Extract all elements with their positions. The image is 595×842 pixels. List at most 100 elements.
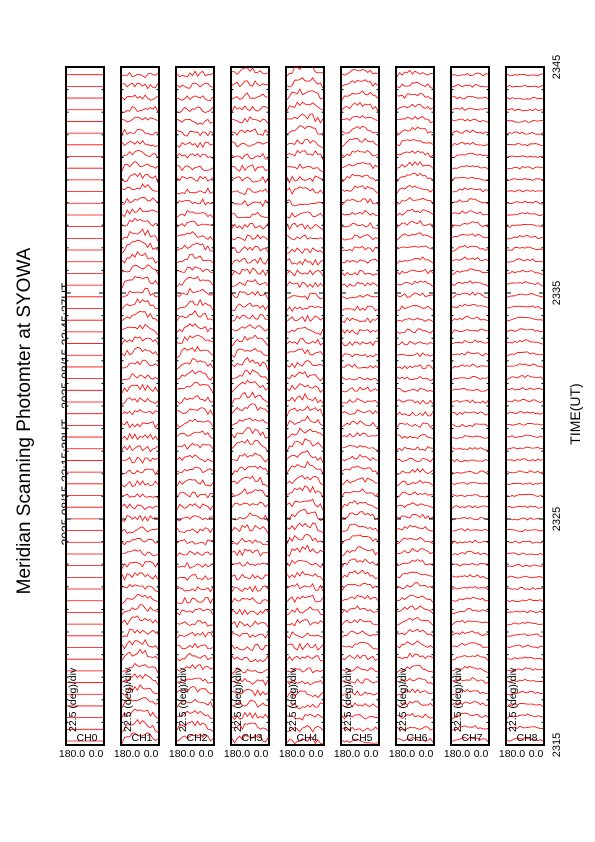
trace-line [451,676,489,684]
trace-line [396,115,434,124]
trace-line [341,269,379,277]
trace-line [231,667,269,674]
trace-line [451,95,489,100]
trace-line [286,736,324,745]
trace-line [231,302,269,312]
y-tick-label-180: 180.0 [224,748,250,760]
trace-line [231,357,269,371]
trace-line [286,725,324,733]
y-tick-label-180: 180.0 [114,748,140,760]
trace-line [396,126,434,135]
trace-line [506,678,544,683]
trace-line [176,664,214,672]
trace-line [231,369,269,381]
trace-line [506,200,544,205]
trace-line [341,618,379,626]
trace-line [396,410,434,417]
trace-line [286,594,324,604]
trace-line [506,667,544,672]
scale-label: 22.5 (deg)/div [232,667,244,732]
trace-line [121,217,159,227]
trace-line [286,460,324,474]
channel-label: CH4 [296,732,317,744]
trace-line [451,177,489,182]
trace-line [231,267,269,277]
trace-line [506,131,544,135]
x-tick-label: 2315 [551,733,563,757]
trace-line [451,550,489,556]
trace-line [396,434,434,440]
trace-line [341,162,379,170]
trace-line [231,438,269,453]
trace-line [231,223,269,230]
y-tick-label-0: 0.0 [419,748,434,760]
trace-line [121,572,159,581]
trace-line [451,665,489,673]
trace-line [506,505,544,509]
trace-line [176,129,214,137]
panel-frame [120,66,160,746]
trace-line [121,207,159,218]
trace-line [451,494,489,498]
trace-line [506,470,544,474]
trace-line [341,605,379,614]
trace-line [286,292,324,301]
y-tick-label-0: 0.0 [144,748,159,760]
trace-line [231,722,269,732]
trace-line [506,234,544,240]
trace-line [176,539,214,546]
trace-line [286,533,324,545]
x-axis-label: TIME(UT) [567,383,583,444]
trace-line [396,640,434,649]
trace-line [286,138,324,148]
trace-line [341,68,379,76]
y-tick-label-0: 0.0 [529,748,544,760]
trace-line [286,234,324,240]
trace-line [451,221,489,229]
trace-line [451,516,489,521]
trace-line [451,256,489,262]
trace-line [451,736,489,742]
trace-line [231,290,269,300]
trace-line [341,690,379,697]
trace-line [341,209,379,216]
trace-line [451,198,489,205]
trace-line [451,187,489,193]
trace-line [286,522,324,534]
scale-label: 22.5 (deg)/div [452,667,464,732]
trace-line [231,116,269,124]
y-tick-label-0: 0.0 [474,748,489,760]
trace-line [286,101,324,112]
trace-line [341,641,379,650]
trace-line [176,652,214,662]
trace-line [451,458,489,463]
trace-line [231,548,269,557]
trace-line [176,479,214,487]
trace-line [121,298,159,310]
trace-line [286,667,324,674]
trace-line [286,383,324,393]
trace-line [451,165,489,170]
panel-frame [340,66,380,746]
trace-line [451,574,489,580]
trace-line [451,539,489,545]
trace-line [341,738,379,744]
trace-line [341,594,379,602]
trace-line [451,72,489,77]
trace-line [341,558,379,568]
trace-line [396,479,434,487]
trace-line [121,493,159,499]
trace-line [506,540,544,544]
trace-line [286,498,324,511]
channel-label: CH5 [351,732,372,744]
trace-line [396,305,434,311]
trace-line [451,268,489,276]
trace-line [506,305,544,309]
panel-traces [341,68,379,744]
trace-line [396,537,434,545]
panel-frame [65,66,105,746]
trace-line [396,524,434,532]
